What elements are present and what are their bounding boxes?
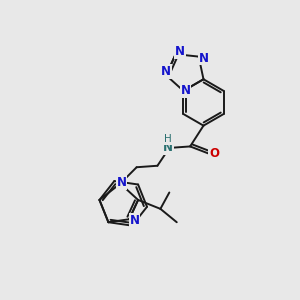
Text: N: N — [163, 141, 173, 154]
Text: N: N — [199, 52, 209, 64]
Text: N: N — [175, 45, 185, 58]
Text: N: N — [116, 176, 127, 189]
Text: H: H — [164, 134, 172, 144]
Text: N: N — [181, 84, 190, 98]
Text: O: O — [209, 147, 219, 161]
Text: N: N — [161, 65, 171, 78]
Text: N: N — [130, 214, 140, 227]
